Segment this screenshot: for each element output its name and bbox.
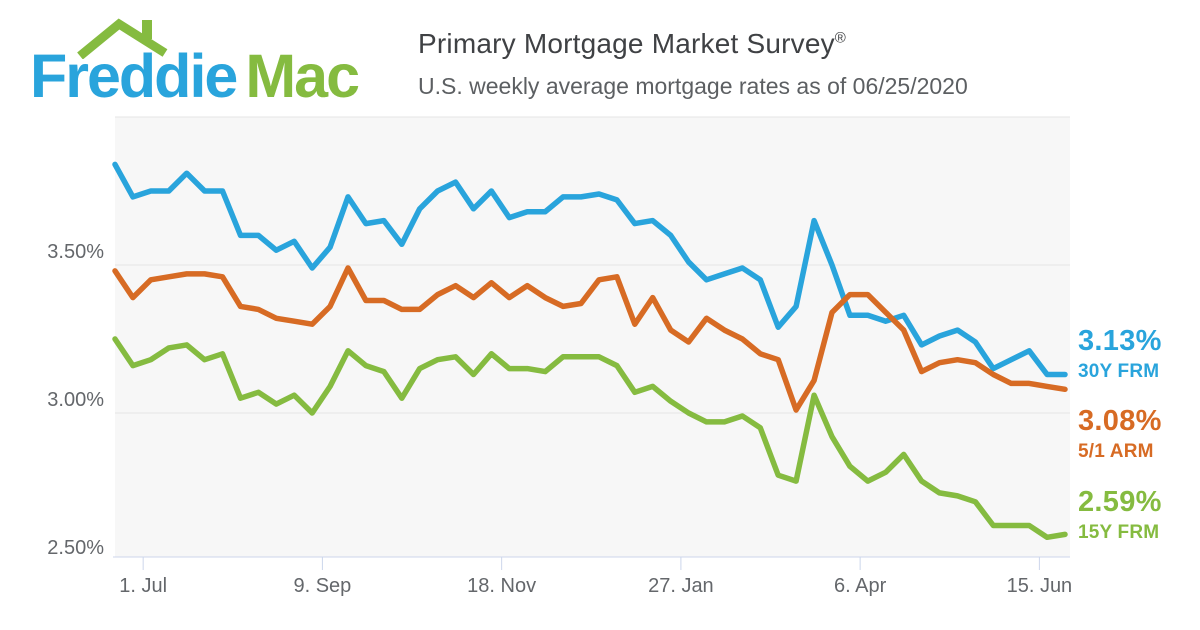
end-label-30y-frm: 3.13% 30Y FRM: [1078, 325, 1162, 382]
logo-text-mac: Mac: [245, 42, 360, 110]
x-axis-label: 6. Apr: [834, 575, 887, 597]
header: Primary Mortgage Market Survey® U.S. wee…: [418, 28, 968, 100]
x-axis-label: 27. Jan: [648, 575, 714, 597]
x-axis-label: 18. Nov: [467, 575, 536, 597]
x-axis-label: 15. Jun: [1007, 575, 1073, 597]
end-value-15y-frm: 2.59%: [1078, 486, 1162, 518]
end-series-5-1-arm: 5/1 ARM: [1078, 441, 1154, 462]
roof-icon: [77, 18, 168, 59]
page-title-text: Primary Mortgage Market Survey: [418, 28, 835, 59]
end-series-15y-frm: 15Y FRM: [1078, 522, 1160, 543]
page-subtitle: U.S. weekly average mortgage rates as of…: [418, 73, 968, 99]
freddie-mac-logo: Freddie Mac: [30, 12, 410, 108]
logo-text-freddie: Freddie: [30, 42, 238, 110]
x-axis-label: 1. Jul: [119, 575, 167, 597]
series-line-15y-frm: [112, 336, 1068, 541]
registered-trademark: ®: [834, 29, 847, 47]
end-label-15y-frm: 2.59% 15Y FRM: [1078, 486, 1162, 543]
y-axis-label: 3.50%: [47, 241, 104, 263]
series-line-30y-frm: [112, 161, 1068, 378]
roof-slopes: [77, 18, 168, 59]
y-axis-label: 3.00%: [47, 389, 104, 411]
end-value-30y-frm: 3.13%: [1078, 325, 1162, 357]
series-line-5-1-arm: [112, 265, 1068, 413]
x-axis-label: 9. Sep: [293, 575, 351, 597]
plot-area: [115, 117, 1070, 557]
end-value-5-1-arm: 3.08%: [1078, 405, 1162, 437]
y-axis-label: 2.50%: [47, 537, 104, 559]
end-label-5-1-arm: 3.08% 5/1 ARM: [1078, 405, 1162, 462]
page-title: Primary Mortgage Market Survey®: [418, 28, 968, 60]
logo-text: Freddie Mac: [30, 46, 360, 107]
end-series-30y-frm: 30Y FRM: [1078, 361, 1160, 382]
